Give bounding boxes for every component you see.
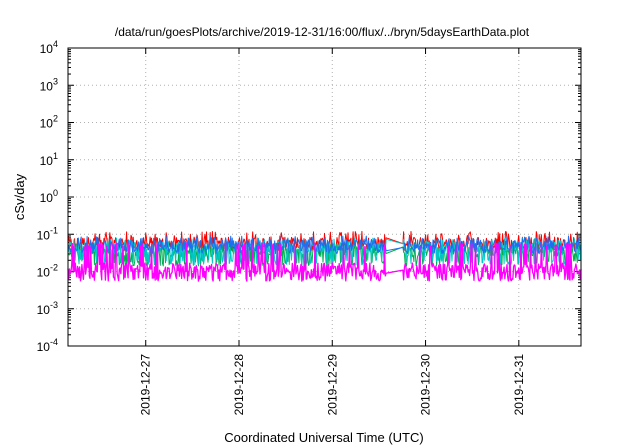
x-tick-label: 2019-12-27 (139, 354, 153, 416)
y-tick-label: 104 (40, 39, 58, 56)
y-tick-base: 10 (40, 42, 54, 56)
y-axis-label: cSv/day (12, 173, 27, 220)
x-tick-label: 2019-12-31 (512, 354, 526, 416)
y-tick-exponent: -3 (50, 300, 58, 310)
grid (68, 48, 581, 346)
y-tick-base: 10 (40, 154, 54, 168)
y-tick-exponent: -2 (50, 263, 58, 273)
y-tick-base: 10 (40, 191, 54, 205)
y-tick-exponent: 2 (53, 114, 58, 124)
y-tick-exponent: -1 (50, 225, 58, 235)
y-tick-base: 10 (37, 340, 51, 354)
x-tick-label: 2019-12-29 (325, 354, 339, 416)
y-tick-base: 10 (40, 117, 54, 131)
plot-frame (67, 47, 582, 347)
chart-title: /data/run/goesPlots/archive/2019-12-31/1… (115, 25, 530, 39)
y-tick-exponent: 3 (53, 76, 58, 86)
y-tick-exponent: -4 (50, 337, 58, 347)
y-tick-base: 10 (40, 79, 54, 93)
series-group (67, 230, 582, 282)
y-tick-label: 10-4 (37, 337, 58, 354)
y-tick-label: 10-3 (37, 300, 58, 317)
y-tick-label: 100 (40, 188, 58, 205)
y-tick-base: 10 (37, 266, 51, 280)
y-tick-base: 10 (37, 303, 51, 317)
x-axis-label: Coordinated Universal Time (UTC) (224, 430, 423, 445)
y-tick-label: 103 (40, 76, 58, 93)
y-tick-exponent: 0 (53, 188, 58, 198)
x-tick-label: 2019-12-28 (232, 354, 246, 416)
series-line (67, 230, 582, 252)
x-tick-label: 2019-12-30 (419, 354, 433, 416)
y-tick-label: 102 (40, 114, 58, 131)
y-tick-base: 10 (37, 228, 51, 242)
y-tick-label: 101 (40, 151, 58, 168)
y-tick-label: 10-2 (37, 263, 58, 280)
x-tick-labels: 2019-12-27 2019-12-28 2019-12-29 2019-12-30… (139, 354, 526, 416)
series-line (67, 242, 582, 282)
y-tick-exponent: 4 (53, 39, 58, 49)
y-tick-label: 10-1 (37, 225, 58, 242)
y-tick-exponent: 1 (53, 151, 58, 161)
